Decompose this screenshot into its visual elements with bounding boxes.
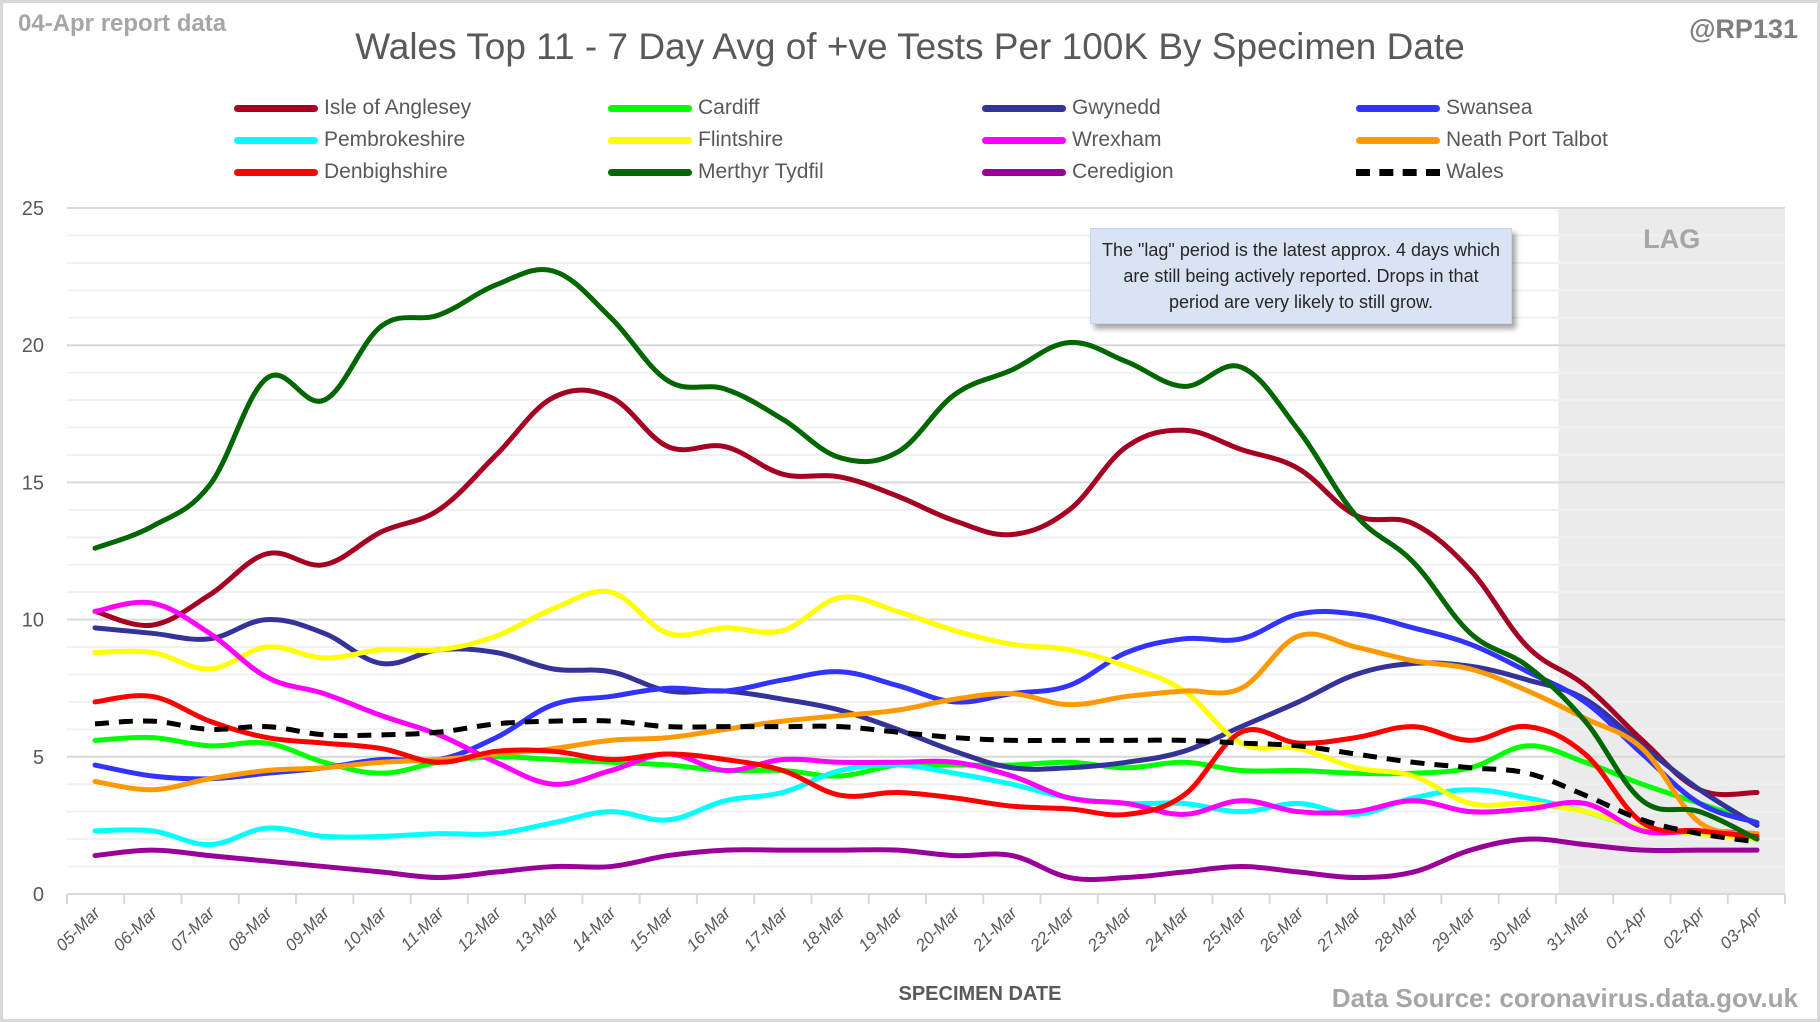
legend-item-ceredigion: Ceredigion	[982, 156, 1174, 188]
series-line-wrexham	[92, 599, 1760, 837]
x-tick-label: 06-Mar	[110, 902, 162, 954]
x-tick-label: 03-Apr	[1716, 902, 1766, 952]
x-tick-label: 23-Mar	[1083, 902, 1136, 955]
legend-item-merthyr-tydfil: Merthyr Tydfil	[608, 156, 824, 188]
legend-item-cardiff: Cardiff	[608, 92, 759, 124]
legend-label: Gwynedd	[1072, 96, 1161, 119]
series-line-neath-port-talbot	[92, 631, 1760, 837]
legend-item-neath-port-talbot: Neath Port Talbot	[1356, 124, 1608, 156]
x-tick-label: 31-Mar	[1542, 902, 1594, 954]
x-tick-label: 22-Mar	[1026, 902, 1079, 955]
legend-item-denbighshire: Denbighshire	[234, 156, 448, 188]
series-line-gwynedd	[92, 617, 1760, 828]
series-line-ceredigion	[92, 836, 1760, 883]
x-tick-label: 09-Mar	[282, 902, 334, 954]
x-tick-label: 05-Mar	[52, 902, 104, 954]
legend-swatch	[234, 136, 318, 144]
legend-swatch	[1356, 168, 1440, 176]
series-line-merthyr-tydfil	[92, 267, 1760, 842]
legend-item-wales: Wales	[1356, 156, 1504, 188]
x-tick-label: 14-Mar	[568, 902, 620, 954]
x-tick-label: 18-Mar	[797, 902, 849, 954]
x-tick-label: 11-Mar	[397, 902, 449, 954]
series-line-pembrokeshire	[92, 762, 1760, 848]
legend-item-pembrokeshire: Pembrokeshire	[234, 124, 465, 156]
x-tick-label: 07-Mar	[167, 902, 219, 954]
legend-swatch	[982, 168, 1066, 176]
x-tick-label: 29-Mar	[1427, 902, 1480, 955]
lag-explanation-note: The "lag" period is the latest approx. 4…	[1090, 228, 1512, 324]
x-tick-label: 08-Mar	[224, 902, 276, 954]
legend-item-swansea: Swansea	[1356, 92, 1532, 124]
legend-label: Merthyr Tydfil	[698, 160, 824, 183]
author-handle: @RP131	[1689, 14, 1798, 44]
legend-swatch	[982, 104, 1066, 112]
x-tick-label: 25-Mar	[1198, 902, 1251, 955]
gridlines	[67, 207, 1785, 895]
legend-label: Denbighshire	[324, 160, 448, 183]
legend-swatch	[234, 104, 318, 112]
x-tick-label: 12-Mar	[453, 902, 505, 954]
chart-title: Wales Top 11 - 7 Day Avg of +ve Tests Pe…	[355, 26, 1465, 67]
x-tick-label: 30-Mar	[1485, 902, 1537, 954]
x-tick-label: 01-Apr	[1602, 902, 1652, 952]
series-lines	[92, 267, 1760, 883]
y-tick-label: 25	[22, 198, 44, 220]
legend-swatch	[234, 168, 318, 176]
legend-item-flintshire: Flintshire	[608, 124, 783, 156]
legend-swatch	[1356, 104, 1440, 112]
x-tick-label: 17-Mar	[740, 902, 792, 954]
legend-label: Cardiff	[698, 96, 760, 119]
x-tick-label: 20-Mar	[911, 902, 964, 955]
y-tick-label: 0	[33, 884, 44, 906]
x-tick-label: 21-Mar	[969, 902, 1022, 955]
series-line-flintshire	[92, 588, 1760, 842]
x-tick-label: 16-Mar	[683, 902, 735, 954]
legend-item-wrexham: Wrexham	[982, 124, 1161, 156]
legend-label: Wales	[1446, 160, 1504, 183]
y-tick-label: 10	[22, 610, 44, 632]
x-tick-label: 19-Mar	[855, 902, 907, 954]
x-tick-label: 15-Mar	[625, 902, 677, 954]
x-tick-label: 02-Apr	[1659, 902, 1709, 952]
legend-label: Wrexham	[1072, 128, 1162, 151]
lag-label: LAG	[1643, 224, 1700, 254]
legend-swatch	[1356, 136, 1440, 144]
legend-item-isle-of-anglesey: Isle of Anglesey	[234, 92, 471, 124]
legend-label: Swansea	[1446, 96, 1533, 119]
legend-label: Neath Port Talbot	[1446, 128, 1608, 151]
data-source-label: Data Source: coronavirus.data.gov.uk	[1331, 983, 1798, 1013]
legend-label: Isle of Anglesey	[324, 96, 472, 119]
x-tick-label: 27-Mar	[1312, 902, 1365, 955]
series-line-cardiff	[92, 734, 1760, 826]
report-date-label: 04-Apr report data	[18, 10, 227, 37]
legend-swatch	[608, 168, 692, 176]
y-tick-label: 15	[22, 472, 44, 494]
x-tick-label: 26-Mar	[1255, 902, 1308, 955]
legend-label: Ceredigion	[1072, 160, 1174, 183]
x-tick-label: 10-Mar	[339, 902, 391, 954]
x-tick-label: 28-Mar	[1370, 902, 1423, 955]
y-tick-label: 20	[22, 335, 44, 357]
legend-item-gwynedd: Gwynedd	[982, 92, 1161, 124]
y-tick-label: 5	[33, 747, 44, 769]
series-line-isle-of-anglesey	[92, 387, 1760, 798]
x-axis-title: SPECIMEN DATE	[898, 983, 1062, 1005]
x-tick-label: 13-Mar	[511, 902, 563, 954]
legend-swatch	[982, 136, 1066, 144]
legend-label: Flintshire	[698, 128, 784, 151]
legend-label: Pembrokeshire	[324, 128, 466, 151]
x-tick-label: 24-Mar	[1140, 902, 1193, 955]
legend-swatch	[608, 136, 692, 144]
series-line-denbighshire	[92, 693, 1760, 839]
legend-swatch	[608, 104, 692, 112]
